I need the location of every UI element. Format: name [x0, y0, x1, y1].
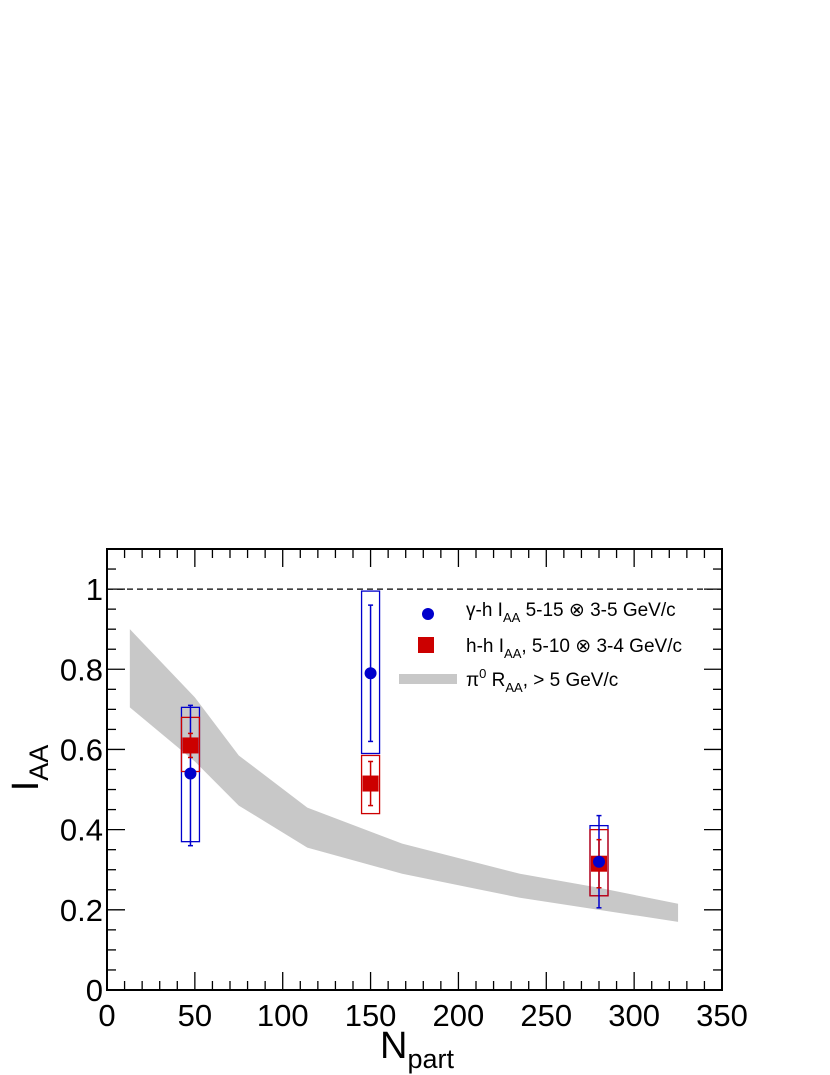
axes-layer — [106, 548, 723, 991]
raa-band-layer — [129, 629, 679, 922]
legend: γ-h IAA 5-15 ⊗ 3-5 GeV/c h-h IAA, 5-10 ⊗… — [399, 600, 682, 695]
y-tick-label: 0 — [86, 973, 103, 1008]
series-0-point-0-marker — [184, 767, 197, 780]
x-tick-label: 300 — [608, 998, 660, 1033]
series-0-point-1-marker — [364, 667, 377, 680]
legend-marker-h-h — [418, 637, 434, 653]
raa-band — [129, 629, 679, 922]
x-tick-label: 50 — [178, 998, 212, 1033]
y-axis-label-main: I — [5, 781, 47, 792]
y-tick-label: 0.6 — [60, 732, 103, 767]
y-tick-label: 1 — [86, 572, 103, 607]
y-tick-label: 0.2 — [60, 893, 103, 928]
x-tick-label: 0 — [98, 998, 115, 1033]
y-tick-label: 0.8 — [60, 652, 103, 687]
legend-marker-raa-band — [399, 674, 457, 684]
x-axis-label: Npart — [380, 1025, 454, 1074]
series-1-point-1-marker — [362, 775, 379, 792]
x-axis-label-main: N — [380, 1025, 407, 1067]
tick-labels-layer: 0 50 100 150 200 250 300 350 0 0.2 0.4 0.6 0.8 1 — [60, 572, 748, 1033]
series-0-point-1-sys-box — [360, 590, 381, 755]
x-tick-label: 150 — [345, 998, 397, 1033]
y-tick-label: 0.4 — [60, 813, 103, 848]
x-tick-label: 100 — [257, 998, 309, 1033]
legend-label-raa-band: π0 RAA, > 5 GeV/c — [466, 666, 618, 695]
data-points-layer — [180, 590, 609, 909]
x-tick-label: 350 — [696, 998, 748, 1033]
x-axis-label-sub: part — [407, 1044, 454, 1074]
legend-label-h-h: h-h IAA, 5-10 ⊗ 3-4 GeV/c — [466, 636, 682, 661]
y-axis-label: IAA — [5, 745, 54, 792]
legend-label-gamma-h: γ-h IAA 5-15 ⊗ 3-5 GeV/c — [466, 600, 676, 625]
series-0-point-2-marker — [593, 855, 605, 868]
y-axis-label-sub: AA — [24, 745, 54, 781]
series-1-point-0-marker — [182, 737, 199, 754]
legend-marker-gamma-h — [422, 608, 434, 620]
x-tick-label: 200 — [433, 998, 485, 1033]
series-1-point-1-sys-box — [360, 754, 381, 815]
x-tick-label: 250 — [520, 998, 572, 1033]
